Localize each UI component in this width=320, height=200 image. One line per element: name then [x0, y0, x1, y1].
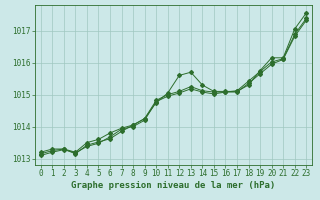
X-axis label: Graphe pression niveau de la mer (hPa): Graphe pression niveau de la mer (hPa): [71, 181, 276, 190]
